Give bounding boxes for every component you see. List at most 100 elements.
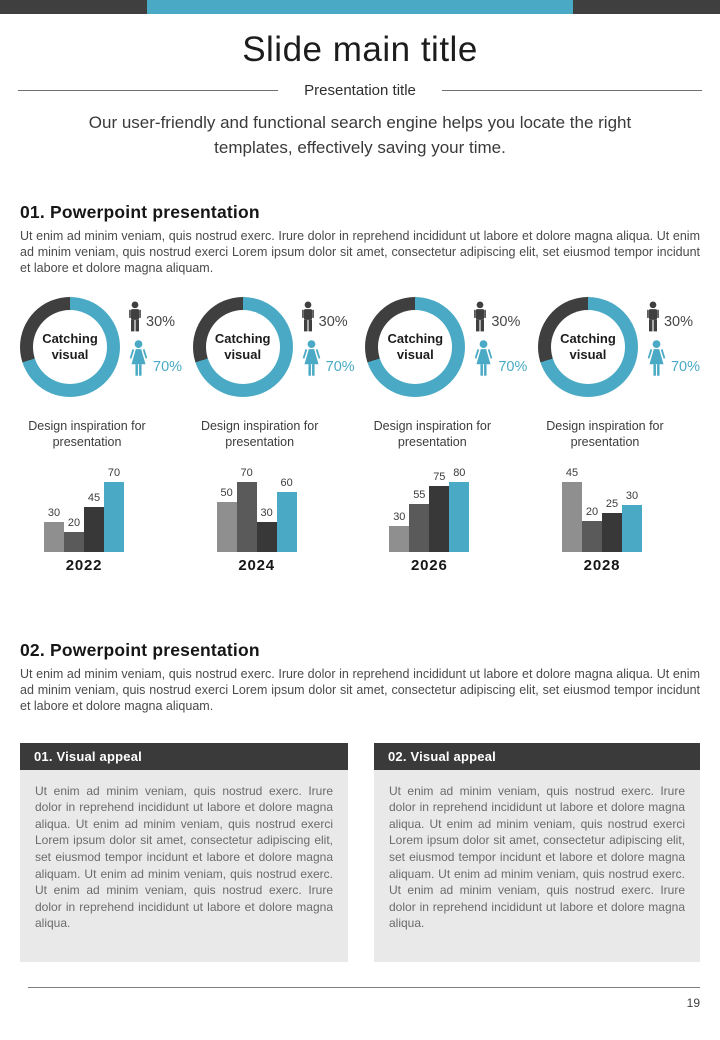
year-label: 2022 xyxy=(65,557,103,575)
bar: 50 xyxy=(216,487,237,553)
visual-appeal-box-1-title: 01. Visual appeal xyxy=(20,742,348,770)
bar: 30 xyxy=(621,490,642,553)
stat-column-2026: Catching visual 30% xyxy=(365,296,527,575)
bar: 45 xyxy=(84,492,104,553)
bar-value-label: 75 xyxy=(433,471,446,484)
year-label: 2026 xyxy=(411,557,448,575)
donut-hole: Catching visual xyxy=(378,309,453,384)
bar-value-label: 30 xyxy=(47,507,61,520)
year-label: 2028 xyxy=(583,557,621,575)
donut-chart: Catching visual xyxy=(365,296,466,397)
subtitle-right-rule xyxy=(441,90,703,91)
donut-center-label: Catching visual xyxy=(42,330,98,362)
stat-column-2022: Catching visual 30% xyxy=(20,296,182,575)
stat-caption: Design inspiration for presentation xyxy=(546,418,664,449)
donut-hole: Catching visual xyxy=(205,309,280,384)
male-percentage: 30% xyxy=(146,314,176,331)
male-percentage: 30% xyxy=(318,314,348,331)
visual-appeal-row: 01. Visual appeal Ut enim ad minim venia… xyxy=(20,742,700,962)
page-number: 19 xyxy=(686,996,700,1010)
bar: 70 xyxy=(236,467,257,553)
bar-chart-2026: 30 55 75 80 xyxy=(379,464,479,553)
female-icon xyxy=(472,340,495,377)
female-icon xyxy=(645,340,668,377)
bar-chart-2024: 50 70 30 60 xyxy=(207,464,307,553)
male-stat: 30% xyxy=(127,301,182,332)
bar: 80 xyxy=(449,467,470,553)
donut-group: Catching visual 30% xyxy=(192,296,355,397)
section-2-heading: 02. Powerpoint presentation xyxy=(20,640,260,661)
bar: 70 xyxy=(104,467,124,553)
gender-stats: 30% 70% xyxy=(645,297,700,377)
bar: 55 xyxy=(409,489,430,553)
subtitle-row: Presentation title xyxy=(18,82,703,99)
bar-value-label: 20 xyxy=(67,517,81,530)
donut-center-label: Catching visual xyxy=(387,330,444,362)
donut-hole: Catching visual xyxy=(33,309,107,384)
female-percentage: 70% xyxy=(670,359,700,376)
stats-row: Catching visual 30% xyxy=(20,296,700,575)
female-percentage: 70% xyxy=(153,359,183,376)
bar: 20 xyxy=(64,517,84,553)
bar-value-label: 60 xyxy=(280,477,293,490)
bar: 45 xyxy=(561,467,582,553)
donut-center-label: Catching visual xyxy=(214,330,271,362)
female-stat: 70% xyxy=(645,340,700,377)
male-icon xyxy=(472,301,488,332)
stat-column-2024: Catching visual 30% xyxy=(192,296,355,575)
bar-value-label: 30 xyxy=(625,490,639,503)
donut-group: Catching visual 30% xyxy=(537,296,700,397)
male-stat: 30% xyxy=(300,301,355,332)
bar-value-label: 70 xyxy=(240,467,253,480)
female-icon xyxy=(127,340,150,377)
visual-appeal-box-2-body: Ut enim ad minim veniam, quis nostrud ex… xyxy=(374,769,700,962)
male-icon xyxy=(300,301,316,332)
female-stat: 70% xyxy=(472,340,527,377)
section-1-body: Ut enim ad minim veniam, quis nostrud ex… xyxy=(20,229,700,276)
visual-appeal-box-2-title: 02. Visual appeal xyxy=(374,742,700,770)
bar-value-label: 25 xyxy=(605,498,619,511)
stat-caption: Design inspiration for presentation xyxy=(28,418,146,449)
section-2-body: Ut enim ad minim veniam, quis nostrud ex… xyxy=(20,667,700,713)
bar-chart-2028: 45 20 25 30 xyxy=(552,464,652,553)
donut-center-label: Catching visual xyxy=(560,330,616,362)
bar: 25 xyxy=(601,498,622,553)
gender-stats: 30% 70% xyxy=(472,297,527,377)
bar: 30 xyxy=(256,507,277,553)
female-stat: 70% xyxy=(300,340,355,377)
visual-appeal-box-1-body: Ut enim ad minim veniam, quis nostrud ex… xyxy=(20,769,348,962)
section-1-heading: 01. Powerpoint presentation xyxy=(20,202,260,223)
bar-value-label: 45 xyxy=(87,492,101,505)
male-icon xyxy=(645,301,661,332)
male-stat: 30% xyxy=(645,301,700,332)
female-stat: 70% xyxy=(127,340,182,377)
gender-stats: 30% 70% xyxy=(300,297,355,377)
top-bar-accent xyxy=(147,0,573,14)
bar-value-label: 80 xyxy=(453,467,466,480)
donut-chart: Catching visual xyxy=(192,296,293,397)
bar-value-label: 55 xyxy=(413,489,426,502)
stat-caption: Design inspiration for presentation xyxy=(373,418,492,449)
donut-group: Catching visual 30% xyxy=(365,296,527,397)
bar: 75 xyxy=(429,471,450,553)
bar-value-label: 45 xyxy=(565,467,579,480)
intro-text: Our user-friendly and functional search … xyxy=(88,113,632,157)
visual-appeal-box-2: 02. Visual appeal Ut enim ad minim venia… xyxy=(374,742,700,962)
year-label: 2024 xyxy=(238,557,275,575)
section-1: 01. Powerpoint presentation Ut enim ad m… xyxy=(20,202,700,277)
slide-header: Slide main title Presentation title Our … xyxy=(0,30,720,160)
male-icon xyxy=(127,301,143,332)
bar-value-label: 20 xyxy=(585,506,599,519)
male-stat: 30% xyxy=(472,301,527,332)
page-title: Slide main title xyxy=(242,30,478,69)
donut-group: Catching visual 30% xyxy=(20,296,182,397)
bar: 30 xyxy=(389,511,410,553)
bar: 60 xyxy=(276,477,297,553)
subtitle-left-rule xyxy=(18,90,279,91)
female-icon xyxy=(300,340,323,377)
bar: 30 xyxy=(44,507,64,553)
section-2: 02. Powerpoint presentation Ut enim ad m… xyxy=(20,640,700,715)
bar-chart-2022: 30 20 45 70 xyxy=(34,464,134,553)
stat-column-2028: Catching visual 30% xyxy=(537,296,700,575)
